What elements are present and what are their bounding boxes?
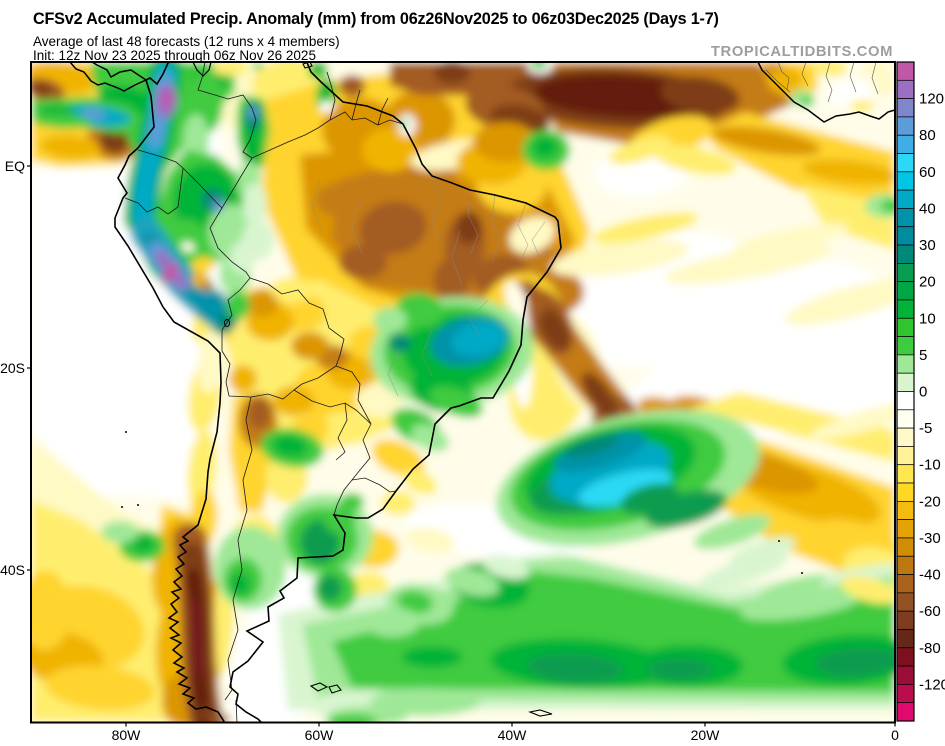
svg-text:20S: 20S: [0, 360, 25, 376]
svg-text:10: 10: [919, 310, 936, 327]
svg-text:40: 40: [919, 200, 936, 217]
svg-text:TROPICALTIDBITS.COM: TROPICALTIDBITS.COM: [711, 44, 893, 60]
svg-text:-120: -120: [919, 676, 945, 693]
svg-text:CFSv2 Accumulated Precip. Anom: CFSv2 Accumulated Precip. Anomaly (mm) f…: [33, 10, 719, 28]
svg-text:Average of last 48 forecasts (: Average of last 48 forecasts (12 runs x …: [33, 34, 340, 49]
svg-text:-5: -5: [919, 420, 932, 437]
svg-text:20W: 20W: [691, 727, 721, 741]
svg-text:-10: -10: [919, 457, 941, 474]
svg-text:0: 0: [919, 384, 927, 401]
svg-text:-30: -30: [919, 530, 941, 547]
svg-text:5: 5: [919, 347, 927, 364]
svg-text:0: 0: [891, 727, 899, 741]
svg-text:40S: 40S: [0, 562, 25, 578]
svg-text:30: 30: [919, 237, 936, 254]
svg-text:-20: -20: [919, 493, 941, 510]
svg-text:20: 20: [919, 274, 936, 291]
svg-text:120: 120: [919, 91, 944, 108]
svg-text:Init: 12z Nov 23 2025 through: Init: 12z Nov 23 2025 through 06z Nov 26…: [33, 48, 316, 63]
svg-text:60W: 60W: [305, 727, 335, 741]
svg-text:60: 60: [919, 164, 936, 181]
svg-text:EQ: EQ: [5, 158, 25, 174]
svg-text:40W: 40W: [498, 727, 528, 741]
svg-text:-60: -60: [919, 603, 941, 620]
svg-text:80W: 80W: [112, 727, 142, 741]
svg-text:80: 80: [919, 127, 936, 144]
svg-text:-80: -80: [919, 640, 941, 657]
svg-text:-40: -40: [919, 567, 941, 584]
